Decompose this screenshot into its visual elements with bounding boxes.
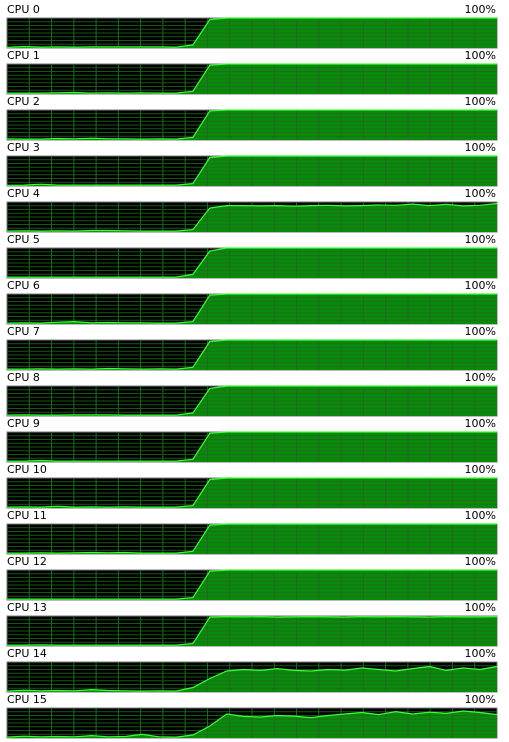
- cpu-label: CPU 6: [7, 279, 40, 292]
- max-label: 100%: [465, 3, 496, 16]
- cpu-panel: CPU 15 100%: [6, 693, 498, 739]
- cpu-panel: CPU 5 100%: [6, 233, 498, 279]
- cpu-panel: CPU 4 100%: [6, 187, 498, 233]
- cpu-label: CPU 12: [7, 555, 47, 568]
- usage-line: [7, 615, 498, 646]
- max-label: 100%: [465, 325, 496, 338]
- usage-line: [7, 569, 497, 600]
- usage-line: [7, 431, 497, 462]
- usage-line: [6, 665, 498, 692]
- cpu-label: CPU 9: [7, 417, 40, 430]
- max-label: 100%: [465, 187, 496, 200]
- max-label: 100%: [465, 647, 496, 660]
- cpu-panel: CPU 11 100%: [6, 509, 498, 555]
- cpu-panel: CPU 13 100%: [6, 601, 498, 647]
- usage-line: [6, 385, 497, 416]
- cpu-panel: CPU 1 100%: [6, 49, 498, 95]
- cpu-label: CPU 0: [7, 3, 40, 16]
- cpu-label: CPU 11: [7, 509, 47, 522]
- cpu-panel: CPU 12 100%: [6, 555, 498, 601]
- cpu-label: CPU 10: [7, 463, 47, 476]
- cpu-panel: CPU 6 100%: [6, 279, 498, 325]
- max-label: 100%: [465, 49, 496, 62]
- cpu-label: CPU 15: [7, 693, 47, 706]
- cpu-panel: CPU 8 100%: [6, 371, 498, 417]
- cpu-label: CPU 13: [7, 601, 47, 614]
- usage-line: [6, 293, 497, 324]
- cpu-label: CPU 5: [7, 233, 40, 246]
- cpu-panel: CPU 2 100%: [6, 95, 498, 141]
- max-label: 100%: [465, 601, 496, 614]
- cpu-panel: CPU 14 100%: [6, 647, 498, 693]
- usage-line: [7, 63, 497, 94]
- cpu-label: CPU 4: [7, 187, 40, 200]
- cpu-panel: CPU 0 100%: [6, 3, 498, 49]
- cpu-label: CPU 8: [7, 371, 40, 384]
- cpu-panel: CPU 3 100%: [6, 141, 498, 187]
- max-label: 100%: [465, 555, 496, 568]
- usage-line: [6, 155, 497, 186]
- usage-line: [7, 523, 497, 554]
- cpu-panel: CPU 9 100%: [6, 417, 498, 463]
- cpu-label: CPU 2: [7, 95, 40, 108]
- usage-line: [7, 247, 497, 278]
- cpu-label: CPU 14: [7, 647, 47, 660]
- max-label: 100%: [465, 233, 496, 246]
- max-label: 100%: [465, 693, 496, 706]
- max-label: 100%: [465, 95, 496, 108]
- usage-line: [7, 339, 497, 370]
- cpu-panel: CPU 7 100%: [6, 325, 498, 371]
- max-label: 100%: [465, 509, 496, 522]
- max-label: 100%: [465, 141, 496, 154]
- max-label: 100%: [465, 371, 496, 384]
- cpu-label: CPU 3: [7, 141, 40, 154]
- usage-line: [6, 109, 497, 140]
- max-label: 100%: [465, 279, 496, 292]
- usage-line: [6, 202, 498, 232]
- cpu-panel: CPU 10 100%: [6, 463, 498, 509]
- usage-line: [6, 477, 497, 508]
- max-label: 100%: [465, 463, 496, 476]
- max-label: 100%: [465, 417, 496, 430]
- cpu-label: CPU 1: [7, 49, 40, 62]
- usage-line: [6, 17, 497, 48]
- cpu-label: CPU 7: [7, 325, 40, 338]
- usage-line: [6, 710, 498, 738]
